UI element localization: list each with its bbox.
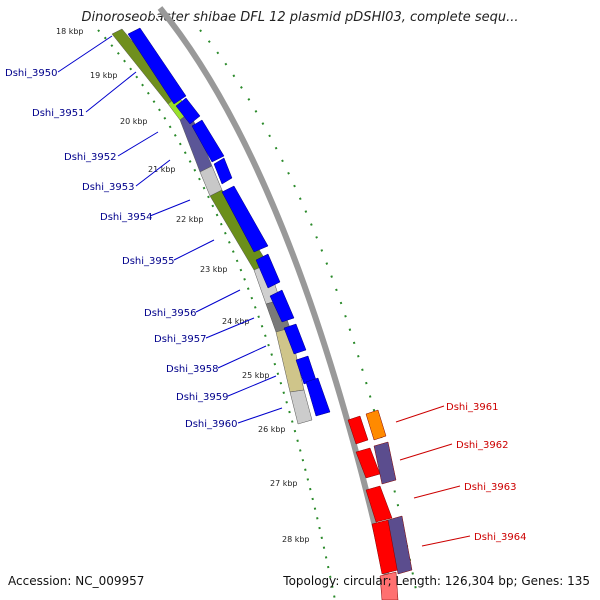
forward-gene-arrow [255, 253, 281, 289]
gene-label[interactable]: Dshi_3960 [185, 419, 237, 430]
accession-label: Accession: NC_009957 [8, 574, 145, 588]
gene-label[interactable]: Dshi_3959 [176, 392, 228, 403]
reverse-gene-arrow [387, 515, 413, 575]
gene-leader-line [413, 485, 461, 499]
gene-label[interactable]: Dshi_3961 [446, 402, 498, 413]
gene-label[interactable]: Dshi_3962 [456, 440, 508, 451]
gene-leader-line [149, 199, 191, 217]
inner-tick-guide [97, 29, 336, 600]
forward-gene-arrow [213, 157, 233, 185]
gene-label[interactable]: Dshi_3958 [166, 364, 218, 375]
gene-leader-line [399, 443, 453, 461]
gene-leader-line [227, 375, 277, 397]
tick-label: 19 kbp [90, 71, 118, 80]
summary-label: Topology: circular; Length: 126,304 bp; … [283, 574, 590, 588]
tick-label: 21 kbp [148, 165, 176, 174]
right-gene-labels: Dshi_3961 Dshi_3962 Dshi_3963 Dshi_3964 [395, 402, 526, 547]
forward-gene-arrow [221, 185, 269, 253]
tick-label: 18 kbp [56, 27, 84, 36]
tick-label: 22 kbp [176, 215, 204, 224]
gene-leader-line [205, 317, 255, 339]
tick-label: 24 kbp [222, 317, 250, 326]
tick-label: 27 kbp [270, 479, 298, 488]
gene-leader-line [395, 405, 445, 423]
reverse-gene-arrow [365, 485, 393, 523]
tick-labels: 18 kbp 19 kbp 20 kbp 21 kbp 22 kbp 23 kbp 24 k… [56, 27, 310, 544]
gene-leader-line [237, 407, 283, 424]
forward-gene-arrow [191, 119, 225, 163]
gene-label[interactable]: Dshi_3963 [464, 482, 516, 493]
gene-leader-line [85, 71, 137, 113]
gene-leader-line [57, 35, 113, 73]
gene-label[interactable]: Dshi_3954 [100, 212, 152, 223]
reverse-gene-arrow [365, 409, 387, 441]
tick-label: 20 kbp [120, 117, 148, 126]
gene-label[interactable]: Dshi_3952 [64, 152, 116, 163]
reverse-gene-arrow [373, 441, 397, 485]
gene-label[interactable]: Dshi_3964 [474, 532, 526, 543]
gene-leader-line [195, 289, 241, 313]
tick-label: 25 kbp [242, 371, 270, 380]
forward-gene-arrow [175, 97, 201, 125]
reverse-gene-arrow [379, 571, 399, 600]
map-title: Dinoroseobacter shibae DFL 12 plasmid pD… [81, 10, 519, 25]
backbone-inner [152, 11, 385, 600]
gene-leader-line [135, 159, 171, 187]
tick-label: 26 kbp [258, 425, 286, 434]
gene-label[interactable]: Dshi_3953 [82, 182, 134, 193]
gene-leader-line [173, 239, 215, 261]
forward-gene-arrow [283, 323, 307, 355]
tick-label: 28 kbp [282, 535, 310, 544]
forward-gene-arrow [269, 289, 295, 323]
gene-label[interactable]: Dshi_3951 [32, 108, 84, 119]
left-gene-labels: Dshi_3950 Dshi_3951 Dshi_3952 Dshi_3953 Dshi… [5, 35, 283, 430]
feature-segment [289, 389, 313, 425]
forward-gene-track [127, 27, 331, 417]
backbone-outer [157, 6, 395, 600]
gene-leader-line [421, 535, 471, 547]
gene-label[interactable]: Dshi_3956 [144, 308, 196, 319]
gene-label[interactable]: Dshi_3957 [154, 334, 206, 345]
gene-label[interactable]: Dshi_3955 [122, 256, 174, 267]
forward-gene-arrow [127, 27, 187, 105]
gene-leader-line [217, 345, 267, 369]
forward-gene-arrow [305, 377, 331, 417]
gene-label[interactable]: Dshi_3950 [5, 68, 57, 79]
reverse-gene-arrow [347, 415, 369, 445]
reverse-gene-track [347, 409, 413, 600]
tick-label: 23 kbp [200, 265, 228, 274]
gene-leader-line [117, 131, 159, 157]
